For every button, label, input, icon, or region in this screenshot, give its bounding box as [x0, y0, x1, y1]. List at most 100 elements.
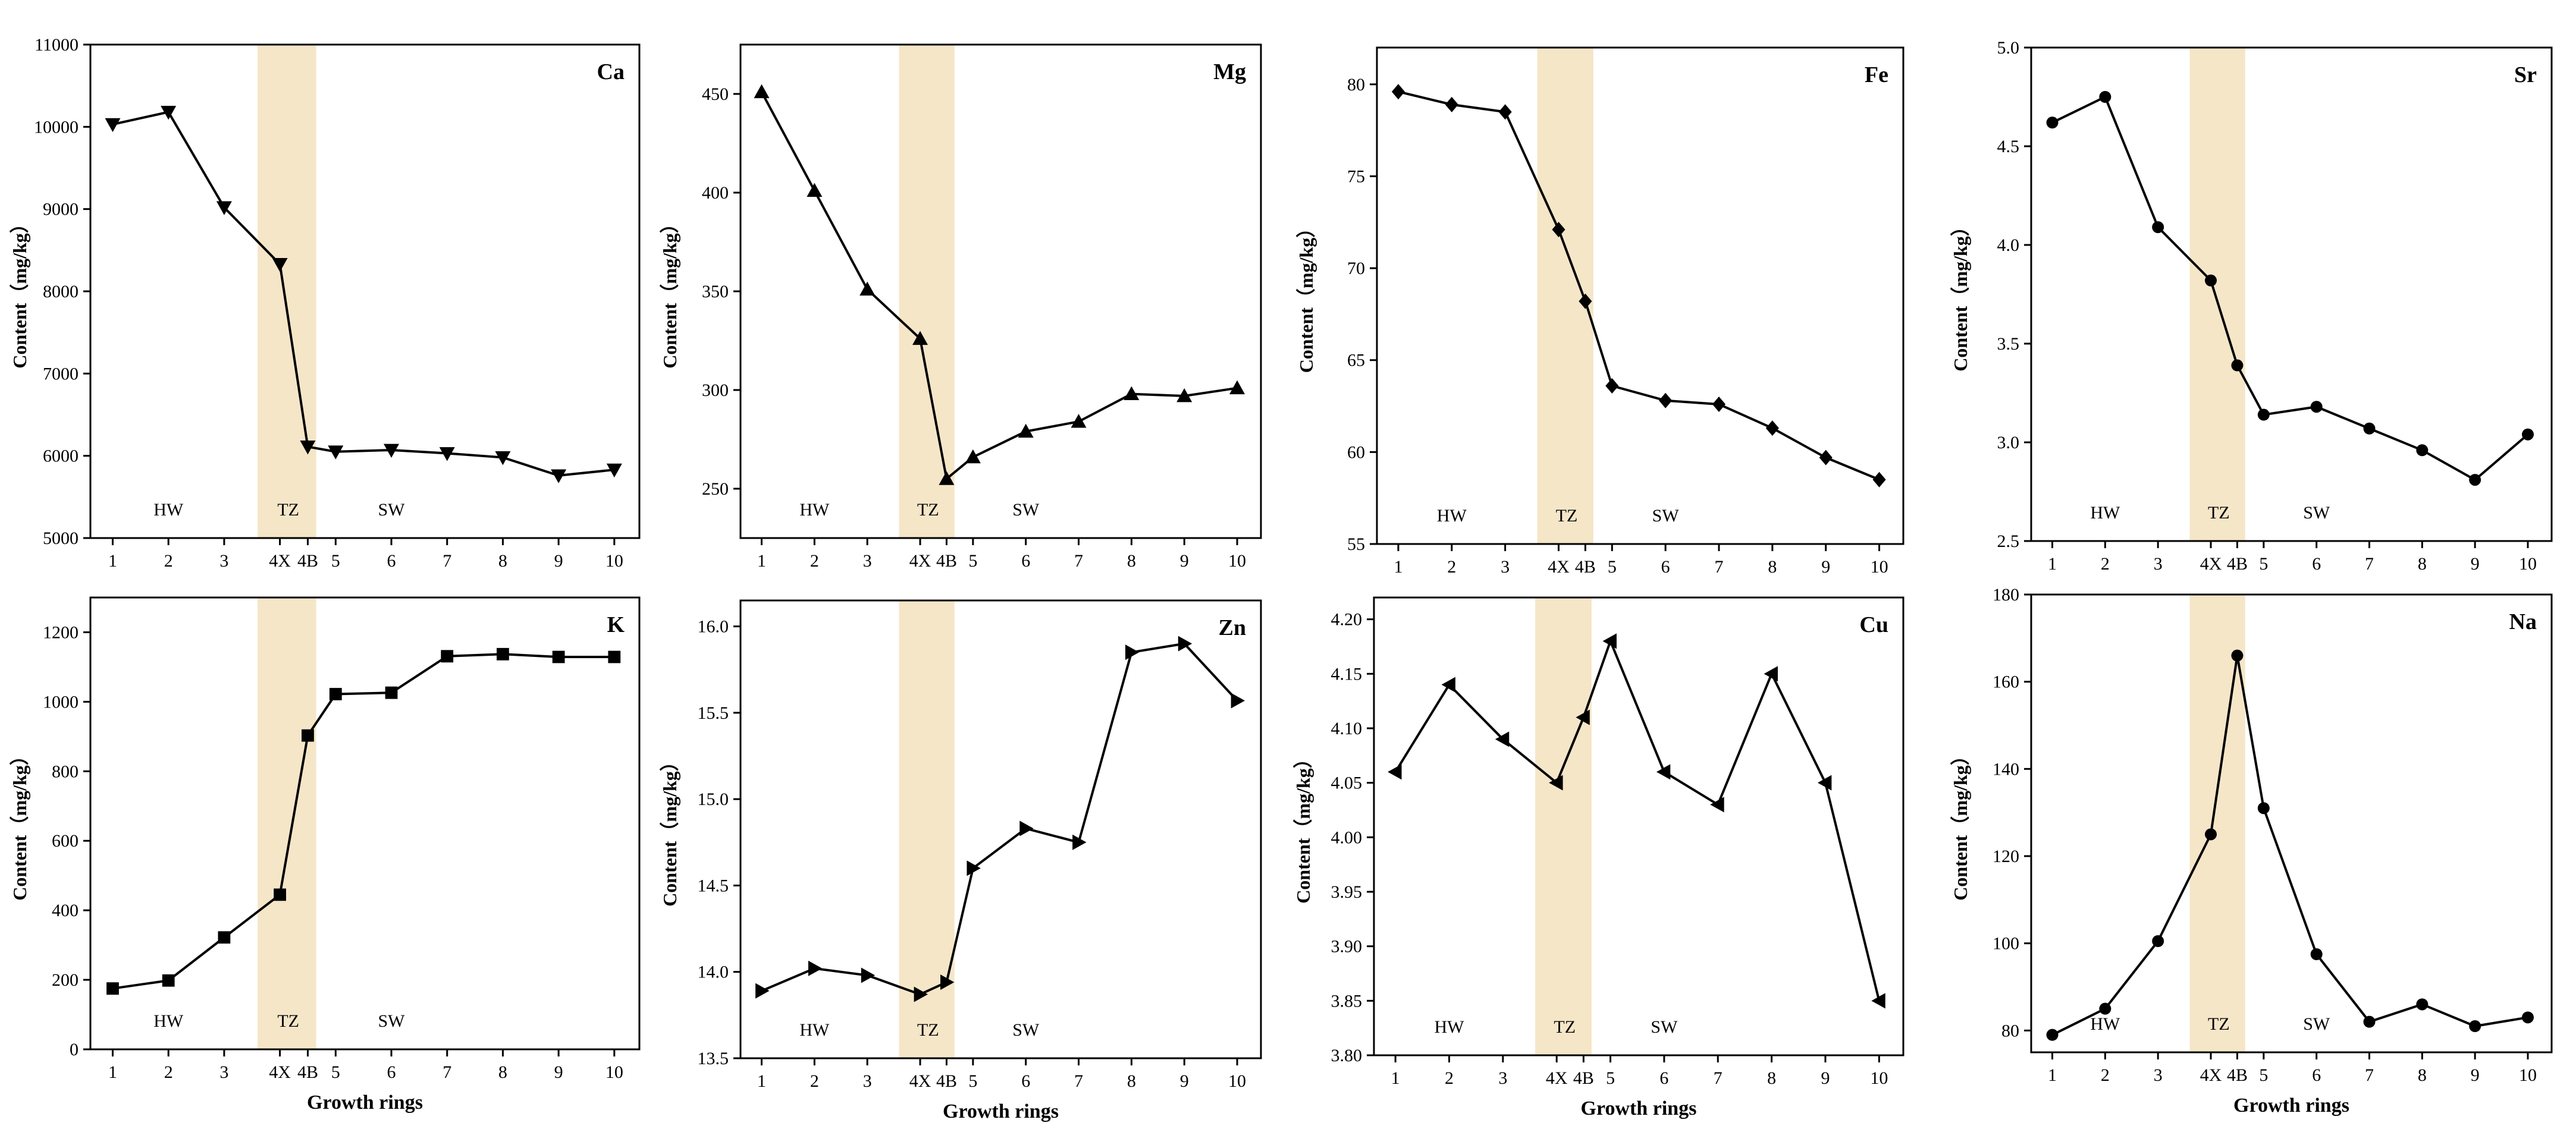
y-tick-label: 3.85	[1331, 991, 1363, 1011]
x-axis-label: Growth rings	[1581, 1097, 1697, 1119]
y-tick-label: 1000	[43, 692, 79, 712]
x-tick-label: 5	[331, 1062, 340, 1082]
x-tick-label: 6	[1659, 1068, 1668, 1088]
zone-label-HW: HW	[153, 1011, 184, 1031]
data-point	[1602, 633, 1617, 649]
x-tick-label: 5	[1608, 557, 1617, 577]
x-tick-label: 6	[1021, 1071, 1030, 1091]
y-tick-label: 3.0	[1997, 433, 2020, 452]
chart-panel-Na: 80 100 120 140 160 180 1 2 3 4X 4B 5 6 7 8 9 10 Content（m…	[1950, 585, 2553, 1117]
series-line	[112, 111, 615, 477]
x-tick-label: 7	[2365, 554, 2374, 574]
x-tick-label: 6	[387, 1062, 396, 1082]
zone-label-SW: SW	[378, 1011, 406, 1031]
x-tick-label: 8	[498, 551, 507, 571]
zone-label-SW: SW	[378, 500, 406, 520]
x-tick-label: 4B	[1573, 1068, 1594, 1088]
zone-label-TZ: TZ	[917, 500, 939, 520]
data-point	[1495, 731, 1510, 747]
chart-title: Fe	[1865, 62, 1888, 87]
data-point	[1659, 392, 1673, 408]
y-tick-label: 3.95	[1331, 882, 1363, 902]
zone-label-HW: HW	[799, 500, 830, 520]
transition-zone-band	[899, 45, 955, 538]
x-tick-label: 9	[1180, 551, 1189, 571]
zone-label-SW: SW	[1012, 500, 1040, 520]
y-axis-label: Content（mg/kg）	[9, 746, 30, 901]
x-tick-label: 8	[1768, 557, 1777, 577]
y-tick-label: 5000	[43, 529, 79, 548]
y-tick-label: 2.5	[1997, 532, 2020, 551]
plot-frame	[1376, 46, 1904, 545]
data-point	[2046, 1029, 2059, 1041]
chart-title: Sr	[2514, 62, 2537, 87]
zone-label-TZ: TZ	[1556, 506, 1578, 526]
y-tick-label: 350	[702, 282, 729, 301]
x-tick-label: 4B	[936, 551, 957, 571]
data-point	[1498, 104, 1512, 120]
zone-label-HW: HW	[2090, 1014, 2120, 1034]
data-point	[329, 688, 342, 700]
x-tick-label: 6	[2312, 1065, 2321, 1085]
chart-title: K	[607, 612, 625, 637]
y-tick-label: 55	[1347, 534, 1365, 554]
data-point	[1765, 420, 1779, 436]
y-tick-label: 14.0	[698, 963, 729, 982]
zone-label-TZ: TZ	[1554, 1017, 1576, 1037]
x-tick-label: 7	[1714, 1068, 1722, 1088]
zone-label-HW: HW	[2090, 503, 2120, 523]
data-point	[218, 931, 231, 944]
y-tick-label: 600	[52, 831, 79, 851]
x-tick-label: 6	[387, 551, 396, 571]
x-tick-label: 7	[1715, 557, 1724, 577]
y-tick-label: 10000	[34, 117, 79, 137]
y-tick-label: 80	[1347, 75, 1365, 95]
y-tick-label: 6000	[43, 446, 79, 466]
data-point	[914, 986, 928, 1002]
plot-frame	[739, 43, 1262, 539]
data-point	[272, 257, 288, 272]
zone-label-SW: SW	[1652, 506, 1680, 526]
y-tick-label: 80	[2001, 1021, 2019, 1040]
x-tick-label: 1	[108, 1062, 117, 1082]
data-point	[2099, 1002, 2111, 1015]
data-point	[2310, 948, 2323, 960]
y-tick-label: 13.5	[698, 1049, 729, 1068]
x-tick-label: 3	[1501, 557, 1510, 577]
data-point	[216, 201, 232, 215]
series-line	[2051, 95, 2529, 482]
data-point	[808, 960, 823, 976]
y-tick-label: 16.0	[698, 617, 729, 637]
x-tick-label: 4X	[1548, 557, 1570, 577]
y-axis-label: Content（mg/kg）	[1292, 749, 1314, 904]
x-axis-label: Growth rings	[307, 1092, 423, 1114]
x-tick-label: 2	[2101, 1065, 2110, 1085]
x-tick-label: 10	[605, 551, 623, 571]
data-point	[1178, 636, 1193, 652]
data-point	[2152, 221, 2164, 234]
chart-panel-Fe: 55 60 65 70 75 80 1 2 3 4X 4B 5 6 7 8 9 10 Content（mg/kg）…	[1295, 46, 1904, 577]
data-point	[439, 447, 455, 461]
zone-label-HW: HW	[153, 500, 184, 520]
data-point	[328, 445, 344, 460]
data-point	[2522, 1011, 2534, 1024]
data-point	[755, 983, 770, 999]
chart-panel-Sr: 2.5 3.0 3.5 4.0 4.5 5.0 1 2 3 4X 4B 5 6 7 8 9 10 Content（…	[1950, 38, 2553, 574]
x-tick-label: 5	[2259, 554, 2268, 574]
x-axis-label: Growth rings	[943, 1100, 1059, 1122]
y-axis-label: Content（mg/kg）	[1950, 217, 1971, 372]
y-tick-label: 400	[702, 183, 729, 203]
y-axis-label: Content（mg/kg）	[659, 752, 680, 907]
data-point	[967, 860, 981, 876]
plot-frame	[1373, 596, 1904, 1056]
y-tick-label: 250	[702, 479, 729, 499]
data-point	[965, 449, 981, 464]
y-tick-label: 15.0	[698, 790, 729, 809]
zone-label-TZ: TZ	[277, 500, 299, 520]
y-tick-label: 3.90	[1331, 937, 1363, 957]
zone-label-SW: SW	[2303, 1014, 2330, 1034]
data-point	[497, 647, 509, 661]
x-tick-label: 9	[1821, 557, 1830, 577]
chart-title: Cu	[1859, 612, 1888, 637]
